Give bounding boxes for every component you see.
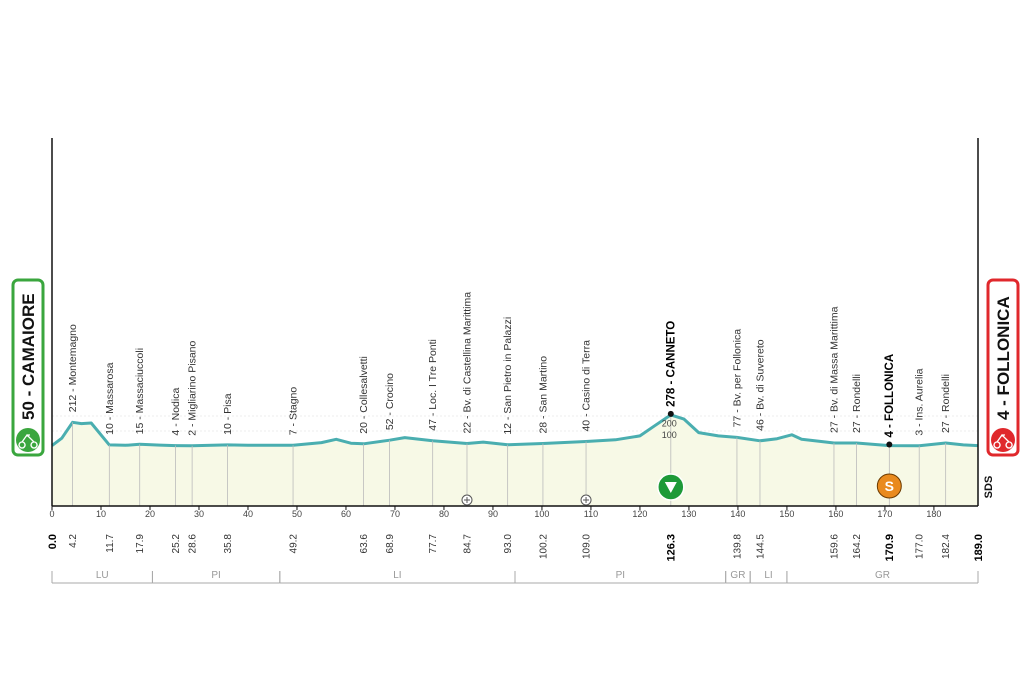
waypoint-label: 47 - Loc. I Tre Ponti [427,339,439,431]
x-tick-label: 140 [730,509,745,519]
waypoint-km: 63.6 [359,534,370,554]
x-tick-label: 50 [292,509,302,519]
sprint-marker [876,473,902,499]
start-label: 50 - CAMAIORE [19,293,38,420]
x-tick-label: 70 [390,509,400,519]
x-tick-label: 90 [488,509,498,519]
kom-triangle-icon [664,482,677,493]
waypoint-dot [886,441,893,448]
x-tick-label: 40 [243,509,253,519]
waypoint-label: 46 - Bv. di Suvereto [754,339,766,431]
waypoint-km: 109.0 [582,534,593,559]
waypoint-km: 35.8 [223,534,234,554]
waypoint-label: 27 - Rondelli [940,374,952,433]
region-label: GR [875,570,890,581]
x-tick-label: 120 [632,509,647,519]
region-label: PI [616,570,625,581]
x-tick-label: 100 [534,509,549,519]
region-label: PI [211,570,220,581]
x-tick-label: 60 [341,509,351,519]
waypoint-label: 10 - Massarosa [104,362,116,435]
waypoint-label: 212 - Montemagno [67,324,79,412]
waypoint-label: 4 - FOLLONICA [884,354,896,438]
x-tick-label: 170 [877,509,892,519]
waypoint-label: 7 - Stagno [288,387,300,436]
waypoint-label: 2 - Migliarino Pisano [187,340,199,435]
profile-area [52,414,978,506]
waypoint-label: 278 - CANNETO [665,321,677,407]
waypoint-km: 182.4 [941,534,952,559]
waypoint-label: 12 - San Pietro in Palazzi [502,317,514,435]
waypoint-km: 4.2 [68,534,79,548]
x-tick-label: 160 [828,509,843,519]
waypoint-km: 68.9 [385,534,396,554]
start-bike-glyph-icon [18,433,38,449]
waypoint-label: 15 - Massaciuccoli [134,348,146,434]
waypoint-km: 159.6 [829,534,840,559]
marker-layer: S [461,473,902,506]
waypoint-km: 144.5 [755,534,766,559]
waypoint-km: 17.9 [135,534,146,554]
region-label: LU [96,570,109,581]
waypoint-label: 27 - Bv. di Massa Marittima [828,306,840,433]
waypoint-label: 22 - Bv. di Castellina Marittima [461,292,473,434]
x-tick-label: 110 [584,509,598,519]
region-label: GR [730,570,745,581]
waypoint-label: 27 - Rondelli [851,374,863,433]
x-tick-label: 130 [681,509,696,519]
x-tick-label: 0 [49,509,54,519]
waypoint-km: 164.2 [852,534,863,559]
x-tick-label: 180 [926,509,941,519]
waypoint-label: 52 - Crocino [384,373,396,430]
waypoint-km: 170.9 [884,534,896,562]
waypoint-label: 3 - Ins. Aurelia [914,368,926,435]
waypoint-km: 100.2 [538,534,549,559]
waypoint-label: 20 - Collesalvetti [358,356,370,434]
endpoint-km: 189.0 [973,534,985,562]
waypoint-label: 77 - Bv. per Follonica [731,329,743,428]
x-tick-label: 80 [439,509,449,519]
finish-bike-icon [991,428,1015,452]
alt-tick-label: 100 [662,430,677,440]
sds-label: SDS [983,476,995,499]
region-label: LI [764,570,772,581]
waypoint-label: 10 - Pisa [222,393,234,435]
x-tick-label: 30 [194,509,204,519]
waypoint-km: 177.0 [915,534,926,559]
endpoint-km: 0.0 [47,534,59,549]
waypoint-km: 28.6 [188,534,199,554]
waypoint-label: 28 - San Martino [537,356,549,434]
x-tick-label: 20 [145,509,155,519]
start-box [11,278,45,457]
finish-box [986,278,1020,457]
waypoint-km: 139.8 [732,534,743,559]
waypoint-km: 25.2 [171,534,182,554]
region-layer: LU PI LI PI GR LI GR [51,570,979,584]
waypoint-km: 77.7 [428,534,439,554]
x-tick-label: 150 [779,509,794,519]
waypoint-label: 4 - Nodica [170,388,182,436]
waypoint-layer: 212 - Montemagno 4.2 10 - Massarosa 11.7 15 … [67,292,952,562]
waypoint-label: 40 - Casino di Terra [581,340,593,432]
waypoint-km: 93.0 [503,534,514,554]
waypoint-km: 84.7 [462,534,473,554]
alt-tick-label: 200 [662,419,677,429]
x-tick-label: 10 [96,509,106,519]
waypoint-km: 49.2 [289,534,300,554]
waypoint-km: 126.3 [665,534,677,562]
waypoint-dot [667,410,674,417]
start-bike-icon [16,428,40,452]
finish-label: 4 - FOLLONICA [994,296,1013,420]
region-label: LI [393,570,401,581]
endpoint-layer: 50 - CAMAIORE 4 - FOLLONICA [11,278,1020,457]
waypoint-km: 11.7 [105,534,116,553]
sprint-label: S [885,478,894,494]
finish-bike-glyph-icon [993,433,1013,449]
profile-line [51,413,979,448]
axis-layer: 0 10 20 30 40 50 60 70 80 90 100 110 120 130 140 150 160… [47,138,995,562]
